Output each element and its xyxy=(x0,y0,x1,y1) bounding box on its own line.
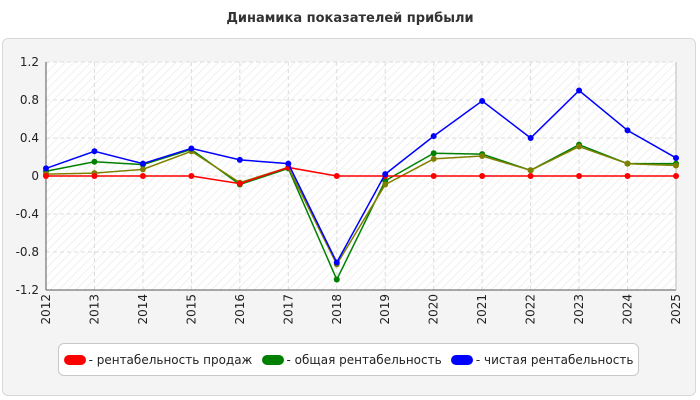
data-point xyxy=(479,153,486,160)
x-tick-label: 2025 xyxy=(669,294,683,325)
legend: - рентабельность продаж - общая рентабел… xyxy=(58,343,639,376)
x-tick-label: 2018 xyxy=(330,294,344,325)
x-tick-label: 2016 xyxy=(233,294,247,325)
x-tick-label: 2017 xyxy=(281,294,295,325)
y-tick-label: -0.8 xyxy=(16,245,39,259)
data-point xyxy=(624,173,631,179)
y-tick-label: -0.4 xyxy=(16,207,39,221)
legend-label-sales: - рентабельность продаж xyxy=(88,352,253,367)
y-tick-label: -1.2 xyxy=(16,283,39,297)
x-tick-label: 2013 xyxy=(87,294,101,325)
data-point xyxy=(285,160,292,167)
legend-item-total: - общая рентабельность xyxy=(261,352,442,367)
series-line-3 xyxy=(45,89,677,265)
series-line-2 xyxy=(46,166,676,185)
y-tick-labels: 1.2 0.8 0.4 0 -0.4 -0.8 -1.2 xyxy=(16,55,39,297)
legend-swatch-green xyxy=(261,354,284,365)
data-point xyxy=(430,155,437,162)
legend-item-sales: - рентабельность продаж xyxy=(63,352,253,367)
legend-item-net: - чистая рентабельность xyxy=(450,352,634,367)
series-line-1 xyxy=(45,145,677,266)
data-point xyxy=(333,276,340,283)
legend-swatch-red xyxy=(63,354,86,365)
data-point xyxy=(430,133,437,140)
data-point xyxy=(576,173,583,179)
x-tick-label: 2024 xyxy=(621,294,635,325)
legend-label-total: - общая рентабельность xyxy=(286,352,442,367)
data-point xyxy=(91,158,98,165)
data-point xyxy=(673,154,679,161)
data-point xyxy=(333,259,340,266)
legend-swatch-blue xyxy=(450,354,473,365)
data-point xyxy=(139,160,146,167)
series-lines xyxy=(43,87,679,283)
series-line-0 xyxy=(45,143,676,282)
x-tick-label: 2014 xyxy=(136,294,150,325)
data-point xyxy=(139,166,146,173)
x-tick-label: 2015 xyxy=(184,294,198,325)
y-tick-label: 0.4 xyxy=(20,131,39,145)
data-point xyxy=(576,143,583,150)
data-point xyxy=(479,173,486,179)
data-point xyxy=(624,127,631,134)
data-point xyxy=(43,173,49,179)
data-point xyxy=(430,150,437,157)
data-point xyxy=(382,171,389,178)
data-point xyxy=(236,156,243,163)
y-tick-label: 0 xyxy=(31,169,39,183)
data-point xyxy=(673,162,679,169)
x-tick-label: 2012 xyxy=(39,294,53,325)
data-point xyxy=(188,173,195,179)
legend-label-net: - чистая рентабельность xyxy=(475,352,634,367)
data-point xyxy=(139,173,146,179)
x-tick-label: 2021 xyxy=(475,294,489,325)
x-tick-label: 2022 xyxy=(524,294,538,325)
data-point xyxy=(188,145,195,152)
data-point xyxy=(333,173,340,179)
data-point xyxy=(527,167,534,174)
data-point xyxy=(479,97,486,104)
data-point xyxy=(527,135,534,141)
data-point xyxy=(382,181,389,188)
y-tick-label: 0.8 xyxy=(20,93,39,107)
data-point xyxy=(430,173,437,179)
data-point xyxy=(624,160,631,167)
data-point xyxy=(527,173,534,179)
x-tick-label: 2020 xyxy=(427,294,441,325)
data-point xyxy=(576,87,583,94)
data-point xyxy=(91,173,98,179)
data-point xyxy=(43,165,49,172)
x-tick-label: 2019 xyxy=(378,294,392,325)
y-tick-label: 1.2 xyxy=(20,55,39,69)
x-tick-label: 2023 xyxy=(572,294,586,325)
data-point xyxy=(673,173,679,179)
x-tick-labels: 2012 2013 2014 2015 2016 2017 2018 2019 2020 2021… xyxy=(39,294,683,325)
data-point xyxy=(91,148,98,155)
chart-title: Динамика показателей прибыли xyxy=(226,11,474,26)
data-point xyxy=(236,180,243,187)
